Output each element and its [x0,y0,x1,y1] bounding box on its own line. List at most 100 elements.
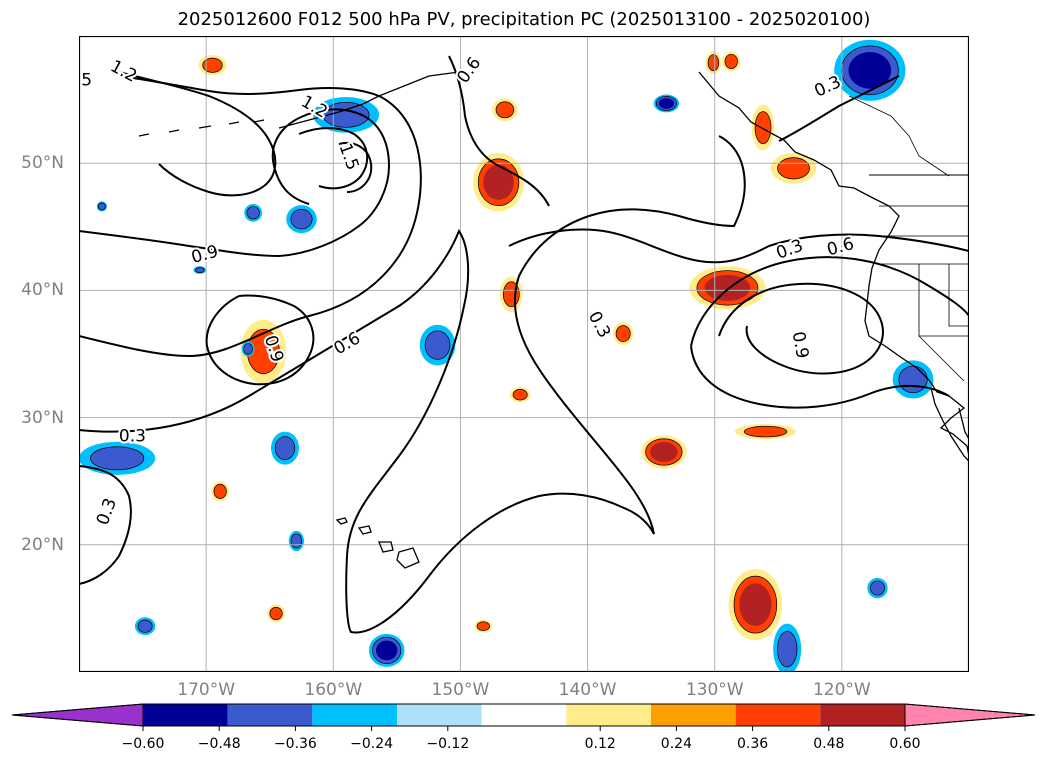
precip-cell-6 [613,322,634,346]
precip-level-1 [424,330,451,360]
lon-label-0: 170°W [177,680,236,700]
colorbar-over-arrow [904,703,1036,727]
precip-cell-17 [705,51,722,75]
colorbar-under-arrow [11,703,144,727]
colorbar-tick-label-2: −0.36 [273,736,317,752]
precip-cell-3 [240,319,287,384]
contour-label-8: 0.3 [119,427,146,447]
pv-contour-0-6-east [690,256,969,409]
precip-cell-2 [198,55,227,76]
precip-cell-4 [499,276,523,313]
contour-label-1: 1.2 [107,56,140,86]
contour-label-0: 5 [81,71,92,91]
colorbar-cell-4 [481,704,567,726]
colorbar-cell-8 [820,704,905,726]
state-borders [848,95,969,382]
precip-cell-13 [728,568,783,641]
pv-contours [79,55,969,634]
lon-label-4: 130°W [685,680,744,700]
contour-label-13: 0.6 [825,234,856,260]
precip-level-2 [376,640,398,661]
colorbar-cell-3 [397,704,482,726]
lon-label-3: 140°W [558,680,617,700]
precip-level-1 [754,111,772,144]
precip-cell-16 [474,619,493,633]
precip-cell-0 [473,153,524,212]
colorbar-cell-2 [312,704,397,726]
hawaiian-islands [335,517,420,569]
map-canvas: 5 1.21.21.50.60.90.9 0.60.30.30.30.30.3 0.6… [79,36,969,672]
lon-label-1: 160°W [304,680,363,700]
precip-cell-29 [773,623,802,672]
coastline-baja [930,387,969,463]
colorbar-tick-label-7: 0.36 [737,736,769,752]
precip-cell-26 [834,39,906,101]
aleutian-islands [138,119,265,137]
colorbar-tick-label-4: −0.12 [426,736,470,752]
precip-level-1 [137,619,153,633]
coastline-alaska [278,71,460,129]
precip-cell-14 [211,481,230,502]
precip-cell-11 [640,435,687,469]
colorbar-cell-1 [227,704,313,726]
precip-level-1 [707,54,720,72]
precip-level-1 [615,325,631,343]
precip-cell-25 [653,94,680,113]
precip-cell-28 [368,633,405,667]
colorbar-tick-label-1: −0.48 [197,736,241,752]
precip-level-1 [274,436,296,461]
precip-level-2 [650,442,678,462]
precip-cell-32 [867,577,888,599]
precip-cell-12 [735,423,797,440]
precip-level-1 [194,267,205,274]
contour-label-7: 0.6 [331,328,364,359]
colorbar-cell-6 [651,704,736,726]
precip-level-1 [869,580,885,596]
precip-level-1 [213,483,227,499]
pv-contour-1-2 [118,71,369,197]
colorbar-cell-5 [566,704,651,726]
colorbar [11,703,1036,731]
precip-level-1 [202,57,223,73]
lat-label-3: 20°N [21,534,64,555]
precip-level-1 [290,209,313,230]
pv-contour-0-3-south [79,465,132,585]
pv-contour-1-5 [338,142,373,193]
coastline-mexico [958,407,969,441]
lat-label-0: 50°N [21,153,64,174]
precip-cell-23 [270,431,299,465]
contour-label-9: 0.3 [93,496,121,528]
precip-level-1 [495,101,515,119]
pv-contour-0-9-east [718,282,884,375]
lat-label-2: 30°N [21,407,64,428]
precip-cell-33 [96,201,107,212]
precip-level-1 [246,206,260,220]
precip-cell-10 [722,51,741,72]
precip-level-1 [777,630,798,668]
colorbar-tick-label-3: −0.24 [350,736,394,752]
precip-level-1 [724,53,738,69]
precip-level-1 [269,606,283,621]
colorbar-tick-label-6: 0.24 [660,736,692,752]
precip-level-1 [898,365,928,394]
precip-level-2 [658,98,675,109]
pv-contour-0-9 [79,108,391,386]
colorbar-cell-0 [143,704,228,726]
precip-cell-1 [492,98,518,122]
contour-label-10: 0.3 [584,308,614,341]
precip-cell-31 [134,617,156,636]
precip-level-1 [90,446,145,471]
map-border [79,36,969,672]
colorbar-tick-label-8: 0.48 [813,736,845,752]
precip-level-1 [290,533,303,549]
precip-cell-34 [193,266,207,274]
precip-level-1 [243,343,253,355]
lon-label-2: 150°W [431,680,490,700]
contour-label-5: 0.9 [189,242,220,268]
map-panel: 5 1.2 1.2 1.5 0.6 0.9 0.9 0.6 0.3 0.3 0.3 0.3 0.3 0.6… [79,36,969,672]
precip-cell-21 [419,324,456,366]
colorbar-tick-label-9: 0.60 [889,736,921,752]
precip-level-2 [848,52,892,89]
precip-level-1 [97,202,106,211]
lon-label-5: 120°W [812,680,871,700]
